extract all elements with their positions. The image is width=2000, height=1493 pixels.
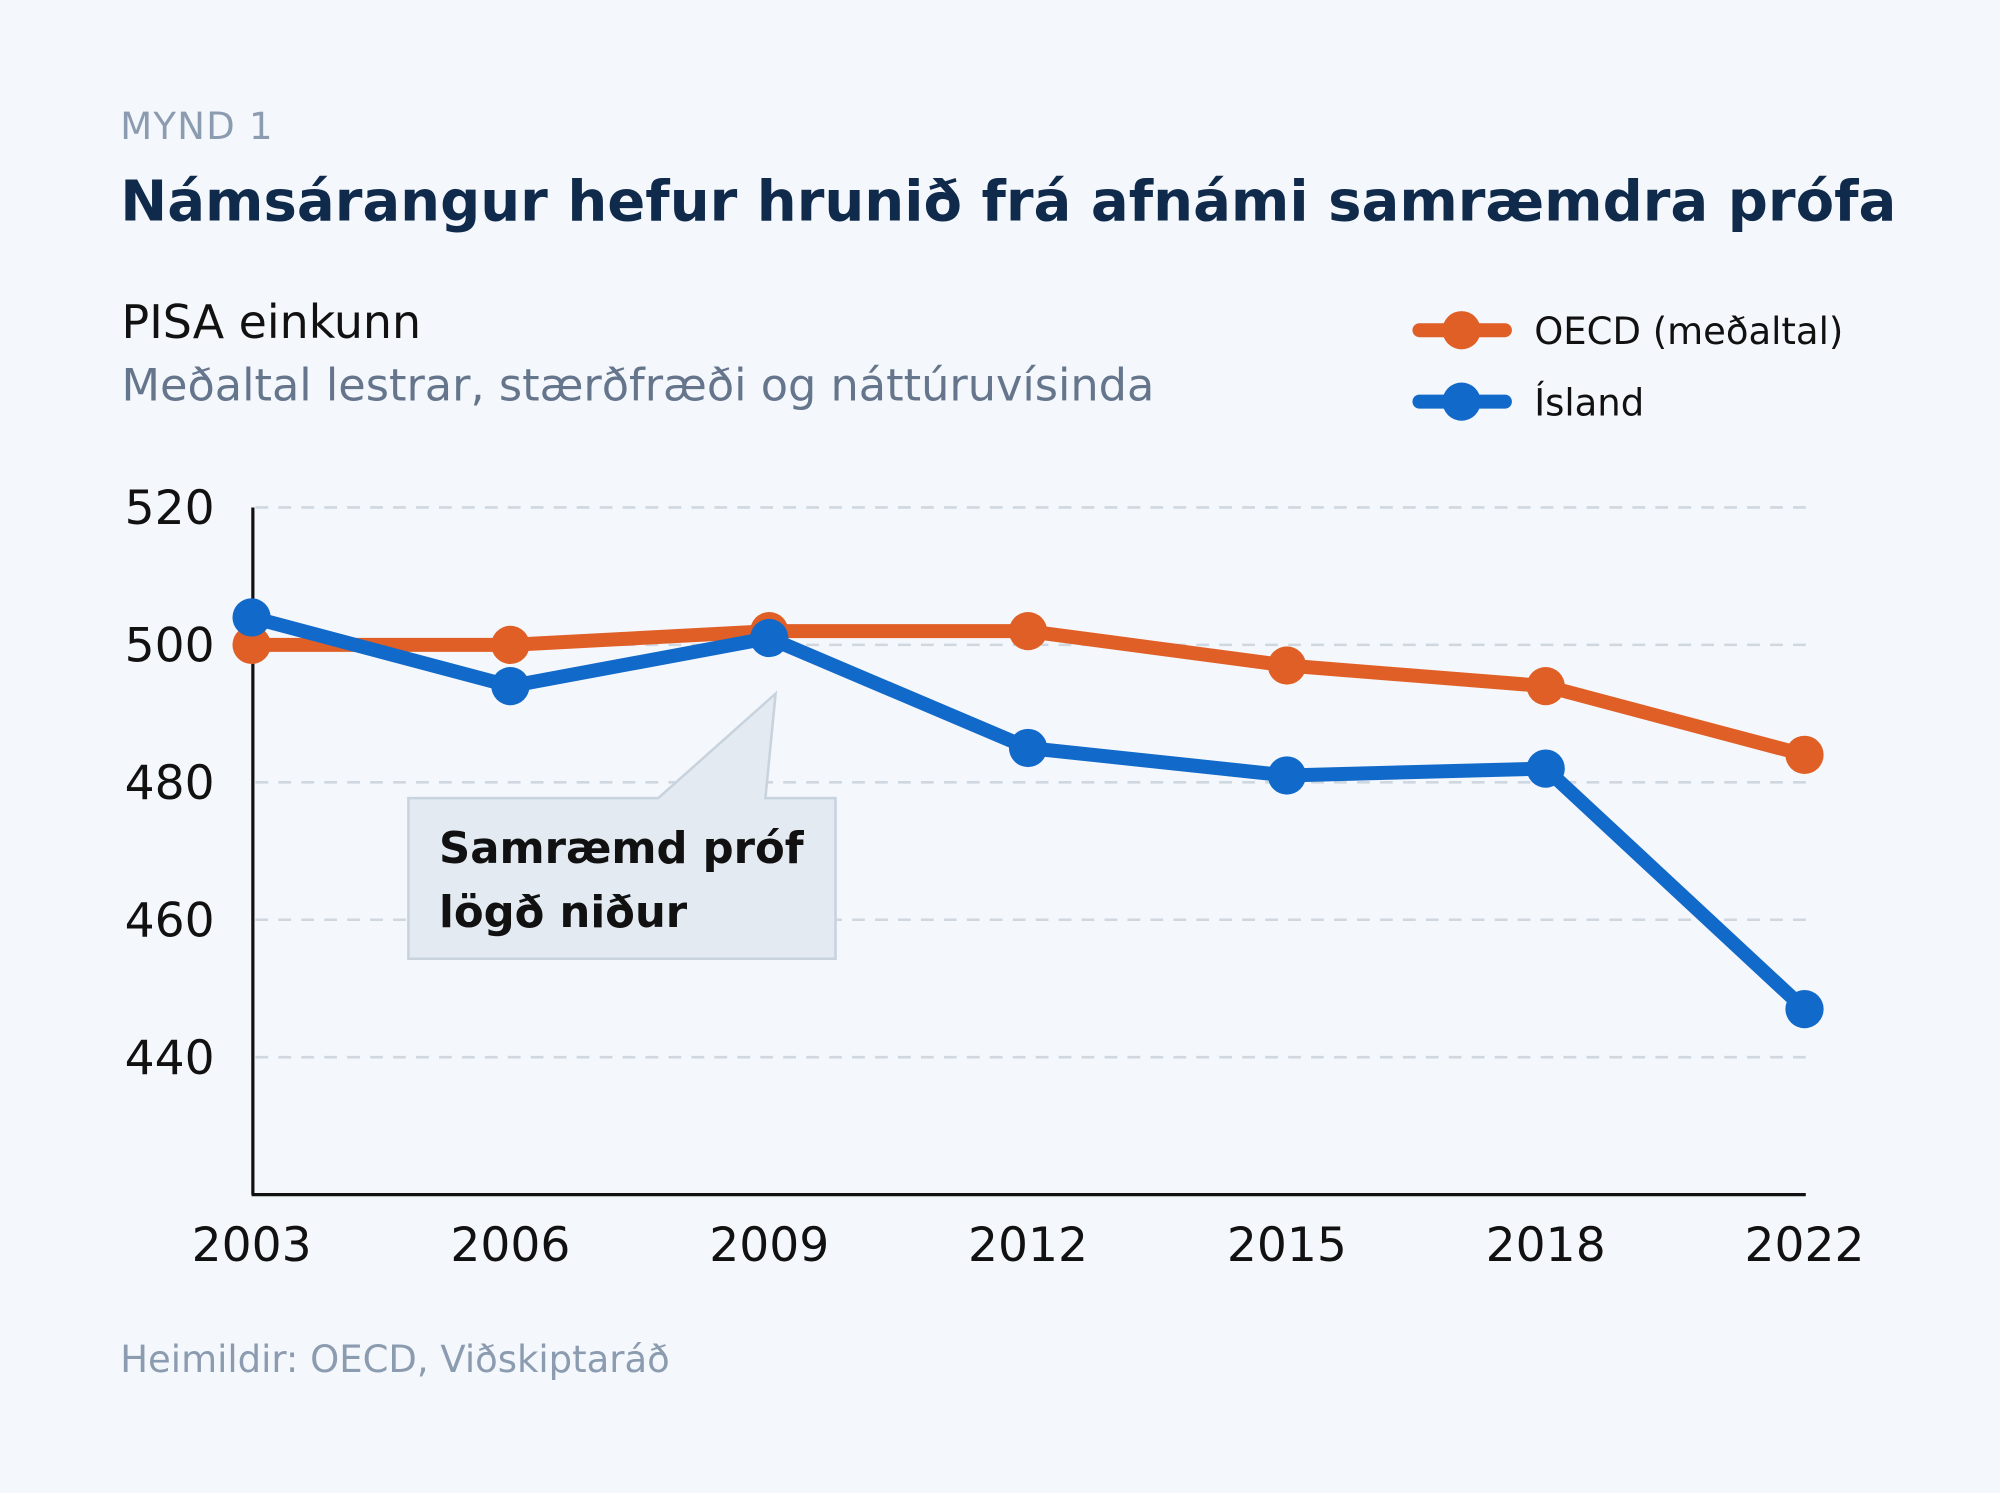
series-oecd	[232, 612, 1824, 774]
data-point	[491, 666, 530, 706]
data-point	[1267, 646, 1306, 685]
data-point	[750, 618, 789, 658]
y-tick-label: 500	[125, 618, 215, 673]
data-point	[1526, 666, 1565, 706]
data-point	[1785, 735, 1824, 774]
gridlines	[255, 506, 1806, 1059]
annotation-callout: Samræmd próf lögð niður	[407, 690, 837, 961]
callout-box	[407, 690, 837, 961]
source-note: Heimildir: OECD, Viðskiptaráð	[120, 1338, 670, 1381]
x-tick-label: 2012	[968, 1218, 1088, 1273]
data-point	[1008, 728, 1048, 768]
annotation-line-2: lögð niður	[439, 888, 688, 938]
x-tick-label: 2006	[450, 1218, 570, 1273]
legend-label: OECD (meðaltal)	[1534, 310, 1843, 353]
y-tick-label: 480	[125, 756, 215, 811]
data-point	[232, 598, 271, 637]
x-tick-label: 2022	[1745, 1218, 1865, 1273]
series-lines	[232, 598, 1824, 1029]
x-tick-label: 2003	[192, 1218, 312, 1273]
y-tick-label: 440	[125, 1031, 215, 1086]
data-point	[1526, 749, 1565, 788]
legend-swatch-marker	[1442, 382, 1481, 421]
series-iceland	[232, 598, 1824, 1029]
legend-label: Ísland	[1534, 381, 1644, 425]
y-tick-label: 460	[125, 893, 215, 948]
data-point	[1008, 612, 1048, 651]
data-point	[491, 625, 530, 665]
legend-swatch-marker	[1442, 311, 1481, 350]
x-axis-ticks: 2003 2006 2009 2012 2015 2018 2022	[192, 1218, 1865, 1273]
y-axis-title: PISA einkunn	[122, 295, 422, 349]
data-point	[1267, 756, 1306, 795]
legend-item: Ísland	[1412, 381, 1644, 425]
x-tick-label: 2015	[1227, 1218, 1347, 1273]
y-tick-label: 520	[125, 481, 215, 536]
annotation-line-1: Samræmd próf	[439, 824, 805, 874]
legend: OECD (meðaltal) Ísland	[1412, 310, 1843, 425]
figure-kicker: MYND 1	[120, 105, 274, 148]
data-point	[232, 625, 271, 665]
chart-subtitle: Meðaltal lestrar, stærðfræði og náttúruv…	[122, 359, 1155, 411]
chart-title: Námsárangur hefur hrunið frá afnámi samr…	[120, 170, 1896, 235]
x-tick-label: 2009	[709, 1218, 829, 1273]
x-tick-label: 2018	[1486, 1218, 1606, 1273]
y-axis-ticks: 520 500 480 460 440	[125, 481, 215, 1086]
legend-item: OECD (meðaltal)	[1412, 310, 1843, 353]
data-point	[1785, 989, 1824, 1029]
